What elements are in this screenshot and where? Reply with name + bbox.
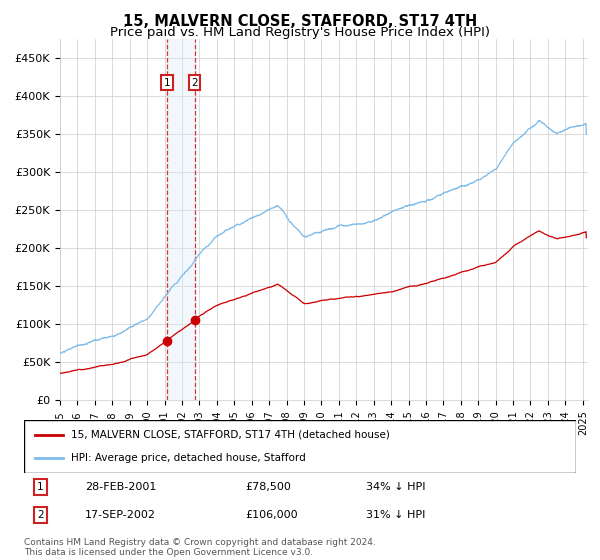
Text: 2: 2 — [37, 510, 44, 520]
Text: 15, MALVERN CLOSE, STAFFORD, ST17 4TH (detached house): 15, MALVERN CLOSE, STAFFORD, ST17 4TH (d… — [71, 430, 390, 440]
Bar — [167, 39, 194, 400]
Text: HPI: Average price, detached house, Stafford: HPI: Average price, detached house, Staf… — [71, 453, 305, 463]
Text: 1: 1 — [37, 482, 44, 492]
Text: £78,500: £78,500 — [245, 482, 290, 492]
Text: 31% ↓ HPI: 31% ↓ HPI — [366, 510, 425, 520]
Text: Contains HM Land Registry data © Crown copyright and database right 2024.
This d: Contains HM Land Registry data © Crown c… — [24, 538, 376, 557]
Text: Price paid vs. HM Land Registry's House Price Index (HPI): Price paid vs. HM Land Registry's House … — [110, 26, 490, 39]
Text: 17-SEP-2002: 17-SEP-2002 — [85, 510, 156, 520]
Text: 28-FEB-2001: 28-FEB-2001 — [85, 482, 156, 492]
Text: £106,000: £106,000 — [245, 510, 298, 520]
Text: 34% ↓ HPI: 34% ↓ HPI — [366, 482, 426, 492]
Text: 2: 2 — [191, 77, 198, 87]
Text: 1: 1 — [164, 77, 170, 87]
Text: 15, MALVERN CLOSE, STAFFORD, ST17 4TH: 15, MALVERN CLOSE, STAFFORD, ST17 4TH — [123, 14, 477, 29]
FancyBboxPatch shape — [24, 420, 576, 473]
